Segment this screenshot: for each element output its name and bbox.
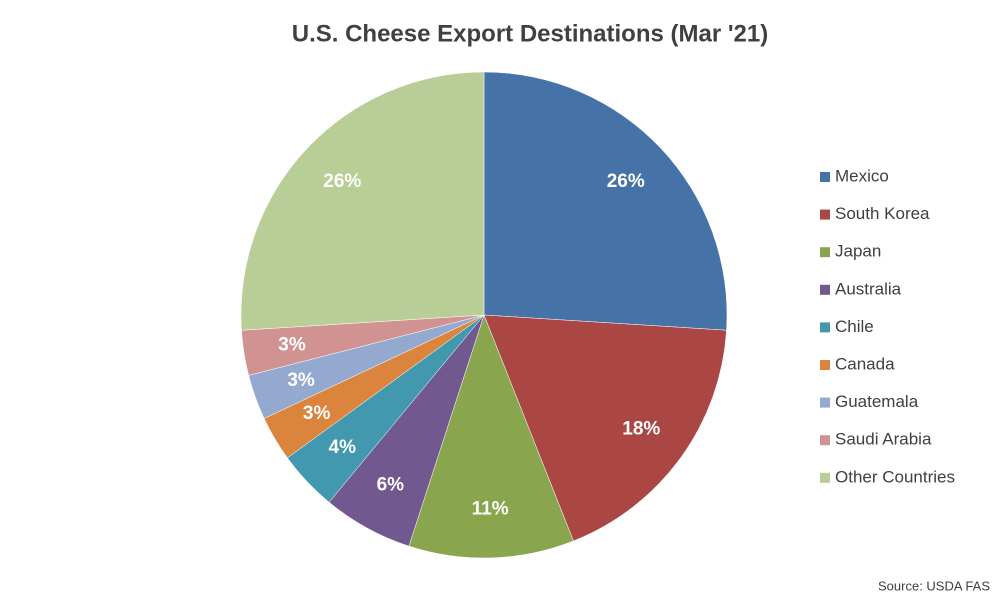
legend-swatch: [820, 284, 830, 295]
legend-label: South Korea: [835, 204, 930, 223]
legend-swatch: [820, 322, 830, 333]
pie-slice: [408, 314, 574, 559]
legend-swatch: [820, 472, 830, 483]
legend-swatch: [820, 172, 830, 182]
data-label: 26%: [607, 171, 645, 192]
legend-swatch: [820, 209, 830, 220]
data-label: 11%: [472, 498, 509, 519]
pie-slice: [240, 71, 485, 331]
legend-label: Saudi Arabia: [835, 430, 932, 449]
legend-label: Canada: [835, 354, 895, 373]
chart-title: U.S. Cheese Export Destinations (Mar '21…: [292, 20, 769, 47]
source-note: Source: USDA FAS: [878, 578, 990, 593]
legend-label: Other Countries: [835, 467, 955, 486]
data-label: 3%: [287, 370, 315, 391]
data-label: 26%: [323, 171, 361, 192]
data-label: 6%: [377, 474, 405, 495]
legend-label: Australia: [835, 279, 902, 298]
legend-label: Mexico: [835, 166, 889, 185]
data-label: 3%: [303, 403, 331, 424]
legend-label: Chile: [835, 317, 874, 336]
pie-slice: [483, 314, 727, 542]
legend-swatch: [820, 397, 830, 408]
legend-swatch: [820, 247, 830, 258]
legend-label: Guatemala: [835, 392, 919, 411]
data-label: 4%: [329, 437, 357, 458]
legend-swatch: [820, 360, 830, 370]
pie-slice: [483, 71, 728, 331]
data-label: 3%: [278, 334, 306, 355]
legend-label: Japan: [835, 242, 881, 261]
data-label: 18%: [622, 418, 660, 439]
legend-swatch: [820, 435, 830, 446]
